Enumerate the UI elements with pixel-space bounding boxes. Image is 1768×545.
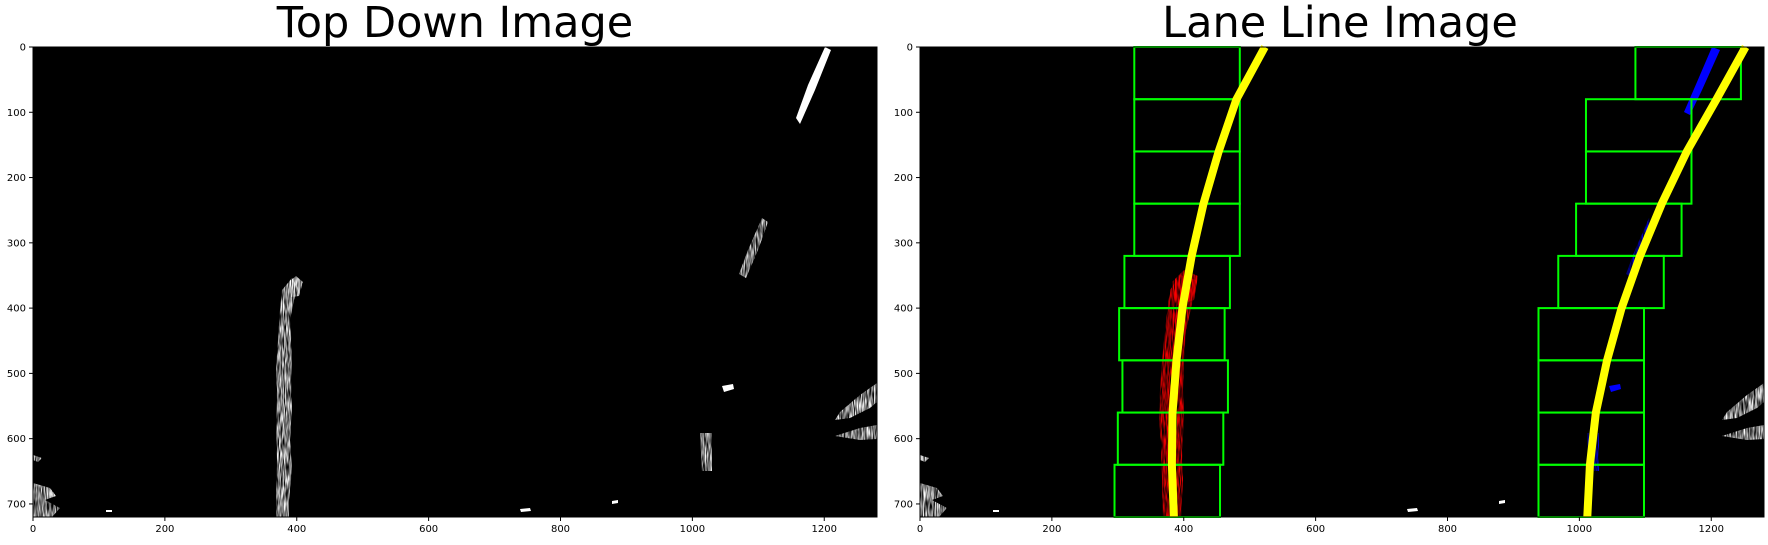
x-tick-label: 1200 [812, 524, 837, 535]
left-lane-chunk [288, 276, 303, 297]
lane-line-axes: 0 200 400 600 800 1000 1200 0 100 200 300 400 500 600… [894, 43, 1765, 535]
x-tick-label: 1000 [1567, 524, 1592, 535]
right-lane-small-dash [722, 384, 734, 392]
panel-title-lane-line: Lane Line Image [1162, 0, 1518, 48]
y-tick-label: 200 [7, 173, 26, 184]
right-lane-top-dash [796, 47, 831, 124]
left-lane-marking [276, 278, 298, 517]
y-tick-label: 400 [7, 304, 26, 315]
x-tick-label: 1000 [680, 524, 705, 535]
y-tick-label: 300 [7, 238, 26, 249]
y-tick-label: 600 [7, 434, 26, 445]
lane-line-noise [920, 383, 1764, 517]
lane-line-panel: Lane Line Image 0 200 400 600 800 1000 1200 0 10… [894, 0, 1765, 535]
y-tick-label: 200 [894, 173, 913, 184]
right-lane-pixel-small [1609, 384, 1621, 392]
y-tick-label: 500 [894, 369, 913, 380]
y-tick-label: 100 [894, 108, 913, 119]
y-tick-label: 100 [7, 108, 26, 119]
right-lane-mid-dash [739, 218, 768, 278]
x-tick-label: 1200 [1699, 524, 1724, 535]
x-tick-label: 200 [1042, 524, 1061, 535]
y-tick-label: 700 [7, 499, 26, 510]
right-lane-pixel-top [1684, 47, 1720, 115]
y-tick-label: 0 [20, 43, 26, 54]
right-lane-bottom-dash [700, 433, 712, 471]
right-lane-fit [1583, 45, 1750, 518]
top-down-panel: Top Down Image 0 200 400 600 800 1000 1200 0 100… [7, 0, 878, 535]
y-tick-label: 0 [907, 43, 913, 54]
edge-noise-bottom-left [33, 455, 60, 517]
x-tick-label: 0 [30, 524, 36, 535]
edge-noise-right [1722, 383, 1764, 440]
axes-frame [919, 46, 1765, 518]
x-tick-label: 800 [551, 524, 570, 535]
y-tick-label: 700 [894, 499, 913, 510]
edge-noise-right [835, 383, 877, 440]
lane-line-image-area [920, 47, 1764, 517]
top-down-axes: 0 200 400 600 800 1000 1200 0 100 200 300 400 500 600… [7, 43, 878, 535]
x-tick-label: 600 [419, 524, 438, 535]
x-tick-label: 400 [287, 524, 306, 535]
y-tick-label: 300 [894, 238, 913, 249]
x-tick-label: 800 [1438, 524, 1457, 535]
top-down-image-area [33, 47, 877, 517]
polynomial-fits [1167, 45, 1750, 518]
top-down-lane-pixels [33, 47, 877, 517]
x-tick-label: 0 [917, 524, 923, 535]
panel-title-top-down: Top Down Image [276, 0, 633, 48]
x-tick-label: 200 [155, 524, 174, 535]
axes-frame [32, 46, 878, 518]
x-tick-label: 600 [1306, 524, 1325, 535]
y-tick-label: 400 [894, 304, 913, 315]
y-tick-label: 500 [7, 369, 26, 380]
y-tick-label: 600 [894, 434, 913, 445]
left-lane-fit [1167, 45, 1269, 518]
edge-noise-bottom-left [920, 455, 947, 517]
x-tick-label: 400 [1174, 524, 1193, 535]
